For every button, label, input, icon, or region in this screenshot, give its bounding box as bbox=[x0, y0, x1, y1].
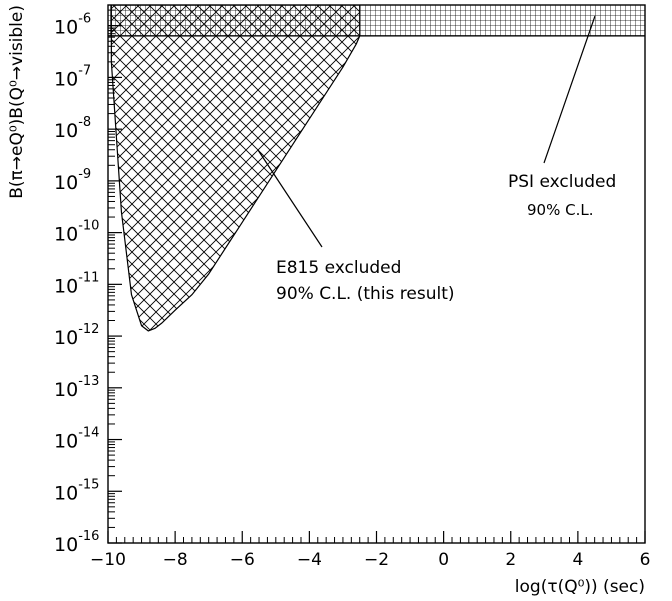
y-tick-label: 10-16 bbox=[54, 529, 99, 556]
psi-label-line2: 90% C.L. bbox=[527, 201, 593, 219]
y-tick-label: 10-10 bbox=[54, 219, 99, 246]
y-tick-label: 10-6 bbox=[54, 12, 91, 39]
x-tick-label: 4 bbox=[572, 550, 583, 570]
y-tick-label: 10-14 bbox=[54, 426, 99, 453]
y-tick-label: 10-9 bbox=[54, 167, 91, 194]
y-tick-label: 10-12 bbox=[54, 322, 99, 349]
x-tick-label: −2 bbox=[364, 550, 389, 570]
x-tick-label: −6 bbox=[230, 550, 255, 570]
y-axis-label: B(π→eQ⁰)B(Q⁰→visible) bbox=[7, 5, 27, 199]
y-tick-label: 10-13 bbox=[54, 374, 99, 401]
psi-leader-line bbox=[543, 15, 596, 164]
x-tick-label: 2 bbox=[505, 550, 516, 570]
psi-label-line1: PSI excluded bbox=[508, 172, 616, 192]
e815-label-line2: 90% C.L. (this result) bbox=[276, 284, 455, 304]
x-tick-label: −8 bbox=[163, 550, 188, 570]
x-axis-label: log(τ(Q⁰)) (sec) bbox=[515, 577, 645, 597]
x-tick-label: −10 bbox=[90, 550, 126, 570]
x-tick-label: 6 bbox=[640, 550, 651, 570]
y-tick-label: 10-11 bbox=[54, 270, 99, 297]
y-tick-label: 10-15 bbox=[54, 477, 99, 504]
x-tick-label: −4 bbox=[297, 550, 322, 570]
y-tick-label: 10-7 bbox=[54, 63, 91, 90]
e815-excluded-region bbox=[110, 5, 361, 332]
x-tick-label: 0 bbox=[438, 550, 449, 570]
e815-leader-line bbox=[257, 149, 323, 248]
e815-label-line1: E815 excluded bbox=[276, 258, 401, 278]
y-tick-label: 10-8 bbox=[54, 115, 91, 142]
y-axis-ticks: 10-16 10-15 10-14 10-13 10-12 10-11 10-10 10-9 1… bbox=[54, 9, 122, 556]
x-axis-ticks: −10 −8 −6 −4 −2 0 2 4 6 bbox=[90, 531, 650, 570]
